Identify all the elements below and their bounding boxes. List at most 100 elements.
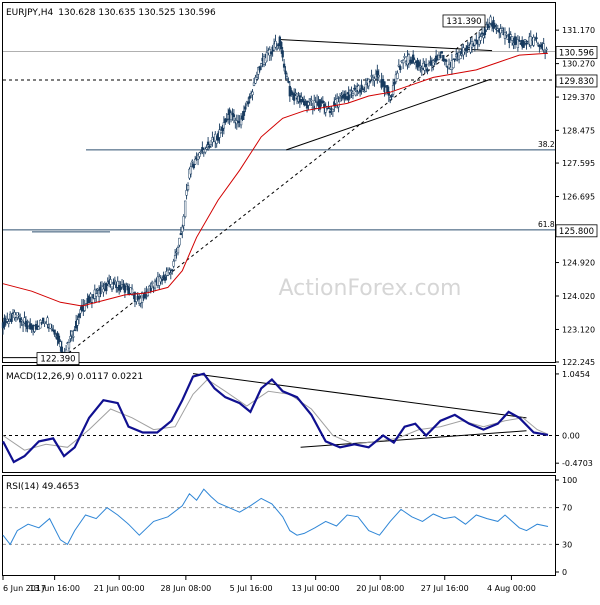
candle-body <box>401 59 405 64</box>
candle-body <box>376 70 379 78</box>
candle-body <box>4 320 8 323</box>
candle-body <box>291 92 294 96</box>
candle-body <box>331 108 335 112</box>
candle-body <box>225 118 228 121</box>
candle-body <box>410 61 413 64</box>
candle-body <box>348 90 352 96</box>
candle-body <box>303 101 306 106</box>
candle-body <box>254 77 257 84</box>
candle-body <box>523 39 527 42</box>
candle-body <box>218 129 221 138</box>
candle-body <box>214 133 217 143</box>
candle-body <box>194 158 197 165</box>
candle-body <box>163 276 167 281</box>
candle-body <box>545 48 548 51</box>
candle-body <box>311 107 314 109</box>
high-label: 131.390 <box>442 14 486 28</box>
macd-title: MACD(12,26,9) 0.0117 0.0221 <box>6 372 143 382</box>
low-label-text: 122.390 <box>40 355 75 365</box>
candle-body <box>99 287 102 295</box>
candle-body <box>257 67 260 75</box>
candle-body <box>341 95 345 99</box>
candle-body <box>420 68 423 71</box>
rsi-y-tick-label: 30 <box>562 540 572 549</box>
macd-lower-trendline <box>300 430 527 448</box>
candle-body <box>76 319 79 326</box>
candle-body <box>49 323 52 329</box>
candle-body <box>113 279 117 282</box>
candle-body <box>258 66 261 71</box>
macd-y-tick-label: 0.00 <box>562 431 580 440</box>
fib-618-label: 61.8 <box>538 220 555 229</box>
candle-body <box>143 291 147 299</box>
candle-body <box>358 89 362 93</box>
candle-body <box>178 237 181 246</box>
candle-body <box>274 40 277 48</box>
candle-body <box>493 24 497 28</box>
candle-body <box>26 325 29 330</box>
candle-body <box>308 98 312 101</box>
candle-body <box>475 39 478 42</box>
candle-body <box>488 26 491 28</box>
triangle-lower-line <box>286 78 491 151</box>
candle-body <box>442 54 445 62</box>
candle-body <box>423 66 426 71</box>
candle-body <box>29 323 32 330</box>
candle-body <box>327 107 330 110</box>
price-y-tick-label: 127.595 <box>562 159 595 168</box>
candle-body <box>424 64 428 67</box>
x-tick-label: 21 Jun 00:00 <box>94 584 145 593</box>
candle-body <box>209 140 213 146</box>
price-y-tick-label: 130.270 <box>562 60 595 69</box>
candle-body <box>161 278 164 281</box>
candle-body <box>542 43 545 51</box>
candle-body <box>443 58 446 61</box>
candle-body <box>535 37 538 40</box>
candle-body <box>369 80 372 83</box>
price-y-tick-label: 124.920 <box>562 259 595 268</box>
x-tick-label: 5 Jul 16:00 <box>230 584 273 593</box>
candle-body <box>24 320 28 327</box>
candle-body <box>350 90 353 92</box>
candle-body <box>412 54 415 62</box>
candle-body <box>489 16 492 24</box>
candle-body <box>109 279 112 285</box>
high-label-text: 131.390 <box>446 17 481 27</box>
candle-body <box>247 101 250 105</box>
candle-body <box>473 40 477 46</box>
price-y-tick-label: 126.695 <box>562 193 595 202</box>
candle-body <box>21 324 25 327</box>
candle-body <box>390 95 393 97</box>
candle-body <box>440 51 444 54</box>
price-y-tick-label: 131.170 <box>562 26 595 35</box>
candle-body <box>40 322 43 324</box>
candle-body <box>525 43 528 45</box>
candle-body <box>172 260 175 267</box>
candle-body <box>403 56 406 58</box>
candle-body <box>307 102 310 106</box>
candle-body <box>480 32 484 35</box>
candle-body <box>241 115 244 120</box>
candle-body <box>505 33 508 36</box>
price-title: EURJPY,H4 130.628 130.635 130.525 130.596 <box>6 8 216 18</box>
candle-body <box>244 106 247 110</box>
candle-body <box>181 226 184 232</box>
price-y-tick-label: 122.245 <box>562 358 595 367</box>
candle-body <box>57 335 61 344</box>
candle-body <box>77 313 81 318</box>
candle-body <box>95 293 98 297</box>
candle-body <box>146 291 150 296</box>
candle-body <box>452 59 455 69</box>
candle-body <box>465 47 468 52</box>
candle-body <box>260 63 263 67</box>
candle-body <box>239 118 243 126</box>
candle-body <box>171 269 174 272</box>
macd-y-tick-label: 1.0454 <box>562 370 590 379</box>
candle-body <box>364 83 368 92</box>
candle-body <box>426 68 429 72</box>
candle-body <box>198 152 201 157</box>
candle-body <box>231 112 234 116</box>
candle-body <box>500 28 504 31</box>
candle-body <box>387 91 390 96</box>
